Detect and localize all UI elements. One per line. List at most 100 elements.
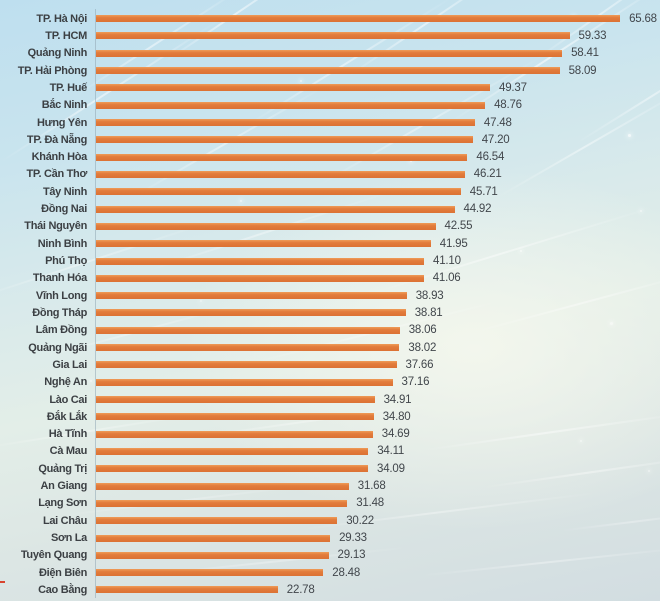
chart-row: Đồng Tháp 38.81 [0,304,660,321]
bar-zone: 45.71 [96,186,660,198]
category-label: Đồng Nai [41,203,87,216]
bar [96,534,331,542]
category-label: Tây Ninh [42,185,87,198]
chart-row: Hưng Yên 47.48 [0,114,660,131]
chart-row: Đồng Nai 44.92 [0,200,660,217]
y-axis-line [95,9,96,598]
bar [96,240,431,248]
category-label: Nghệ An [44,376,87,389]
category-label: Sơn La [51,532,87,545]
value-label: 44.92 [463,203,492,216]
bar [96,447,369,455]
chart-row: Quảng Ninh 58.41 [0,45,660,62]
chart-row: TP. HCM 59.33 [0,27,660,44]
chart-row: Lai Châu 30.22 [0,512,660,529]
bar [96,153,468,161]
value-label: 28.48 [332,566,361,579]
category-label: TP. Hà Nội [36,12,87,25]
chart-row: Thanh Hóa 41.06 [0,270,660,287]
category-label: Phú Thọ [45,255,87,268]
value-label: 31.68 [357,480,386,493]
chart-row: Lâm Đồng 38.06 [0,322,660,339]
bar [96,326,400,334]
value-label: 38.81 [414,306,443,319]
chart-row: Sơn La 29.33 [0,529,660,546]
chart-row: TP. Đà Nẵng 47.20 [0,131,660,148]
bar [96,15,621,23]
bar-zone: 41.06 [96,272,660,284]
category-label: Quảng Ngãi [28,341,87,354]
value-label: 38.02 [408,341,437,354]
value-label: 29.13 [337,549,366,562]
chart-row: TP. Hà Nội 65.68 [0,10,660,27]
bar [96,101,486,109]
category-label: TP. Huế [49,81,88,94]
bar-zone: 34.80 [96,411,660,423]
bar-zone: 46.54 [96,151,660,163]
value-label: 41.10 [433,255,461,268]
bar-zone: 41.95 [96,238,660,250]
category-label: Lâm Đồng [35,324,88,337]
value-label: 41.95 [439,237,468,250]
category-label: Gia Lai [52,358,87,371]
bar-zone: 46.21 [96,168,660,180]
left-edge-red-mark [0,581,5,583]
category-label: Cao Bằng [38,583,87,596]
bar [96,84,490,92]
category-label: TP. HCM [45,29,87,42]
value-label: 45.71 [469,185,498,198]
chart-row: Điện Biên 28.48 [0,564,660,581]
bar-zone: 59.33 [96,30,660,42]
bar [96,517,338,525]
bar [96,119,475,127]
chart-row: Thái Nguyên 42.55 [0,218,660,235]
bar-zone: 34.09 [96,463,660,475]
value-label: 65.68 [629,12,657,25]
category-label: Tuyên Quang [20,549,87,562]
chart-row: Đắk Lắk 34.80 [0,408,660,425]
bar-zone: 38.93 [96,290,660,302]
value-label: 37.66 [405,358,434,371]
bar [96,378,393,386]
bar [96,170,465,178]
chart-row: Quảng Trị 34.09 [0,460,660,477]
value-label: 34.09 [377,462,405,475]
value-label: 34.69 [381,428,410,441]
bar [96,482,349,490]
chart-row: TP. Huế 49.37 [0,79,660,96]
bar-zone: 34.69 [96,428,660,440]
value-label: 47.20 [481,133,510,146]
category-label: Thái Nguyên [24,220,87,233]
value-label: 31.48 [356,497,384,510]
value-label: 49.37 [499,81,527,94]
chart-row: Ninh Bình 41.95 [0,235,660,252]
value-label: 34.80 [382,410,411,423]
bar [96,344,400,352]
value-label: 59.33 [578,29,607,42]
value-label: 22.78 [286,583,315,596]
chart-row: Quảng Ngãi 38.02 [0,339,660,356]
chart-row: Vĩnh Long 38.93 [0,287,660,304]
chart-row: TP. Hải Phòng 58.09 [0,62,660,79]
chart-row: Lạng Sơn 31.48 [0,495,660,512]
category-label: Quảng Ninh [27,47,88,60]
category-label: An Giang [40,480,88,493]
category-label: TP. Hải Phòng [17,64,88,77]
bar [96,361,397,369]
bar-zone: 47.20 [96,134,660,146]
category-label: Bắc Ninh [41,99,88,112]
bar [96,551,329,559]
category-label: Vĩnh Long [35,289,87,302]
value-label: 58.09 [568,64,597,77]
category-label: Lào Cai [49,393,87,406]
bar-zone: 38.81 [96,307,660,319]
chart-row: Nghệ An 37.16 [0,374,660,391]
chart-row: An Giang 31.68 [0,477,660,494]
chart-row: TP. Cần Thơ 46.21 [0,166,660,183]
bar-zone: 49.37 [96,82,660,94]
chart-row: Gia Lai 37.66 [0,356,660,373]
bar-zone: 47.48 [96,117,660,129]
bar [96,67,560,75]
category-label: Quảng Trị [38,462,87,475]
chart-row: Khánh Hòa 46.54 [0,149,660,166]
